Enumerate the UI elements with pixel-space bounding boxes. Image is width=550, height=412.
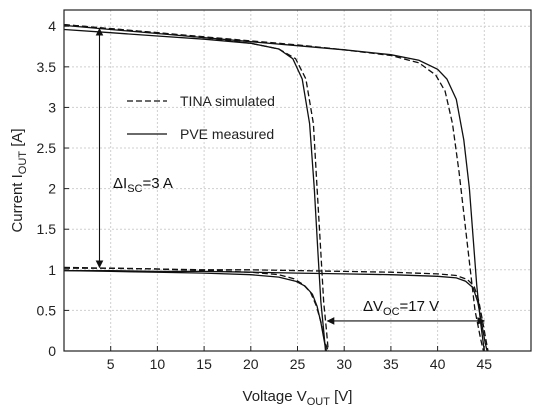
x-axis-title-main: Voltage V (243, 388, 307, 405)
y-tick-label-4: 2 (48, 181, 56, 197)
delta-isc-label: ΔISC=3 A (113, 175, 173, 195)
y-tick-label-7: 3.5 (37, 59, 57, 75)
y-axis-title-sub: OUT (17, 151, 29, 175)
series-1-tina-simulated (63, 23, 329, 352)
curves (63, 23, 489, 352)
y-axis-title-main: Current I (9, 174, 26, 232)
grid (64, 10, 531, 352)
series-6-pve-measured (64, 269, 488, 352)
series-0-pve-measured (63, 28, 327, 352)
y-tick-label-5: 2.5 (37, 140, 57, 156)
x-tick-label-3: 20 (243, 356, 259, 372)
x-tick-label-2: 15 (196, 356, 212, 372)
x-tick-label-8: 45 (477, 356, 493, 372)
x-tick-label-7: 40 (430, 356, 446, 372)
legend-label-0: TINA simulated (180, 93, 275, 109)
y-axis-title-unit: [A] (9, 128, 26, 151)
x-axis-title: Voltage VOUT [V] (243, 388, 353, 408)
y-tick-label-8: 4 (48, 18, 56, 34)
x-tick-label-6: 35 (383, 356, 399, 372)
x-tick-label-4: 25 (290, 356, 306, 372)
annotations: ΔISC=3 A ΔVOC=17 V (95, 27, 486, 325)
x-axis-title-sub: OUT (307, 396, 331, 408)
y-tick-label-1: 0.5 (37, 302, 57, 318)
ticks: 5 10 15 20 25 30 35 40 45 0 0.5 1 1.5 2 2.5 3 3.5 4 (37, 18, 493, 372)
delta-voc-label: ΔVOC=17 V (363, 298, 439, 318)
y-tick-label-6: 3 (48, 99, 56, 115)
y-axis-title: Current IOUT [A] (9, 128, 29, 232)
y-tick-label-2: 1 (48, 262, 56, 278)
legend: TINA simulated PVE measured (127, 93, 275, 142)
y-tick-label-3: 1.5 (37, 221, 57, 237)
x-tick-label-5: 30 (336, 356, 352, 372)
x-tick-label-0: 5 (107, 356, 115, 372)
series-2-pve-measured (63, 24, 485, 352)
x-tick-label-1: 10 (150, 356, 166, 372)
x-axis-title-unit: [V] (330, 388, 353, 405)
series-4-pve-measured (63, 269, 328, 352)
y-tick-label-0: 0 (48, 343, 56, 359)
legend-label-1: PVE measured (180, 126, 274, 142)
